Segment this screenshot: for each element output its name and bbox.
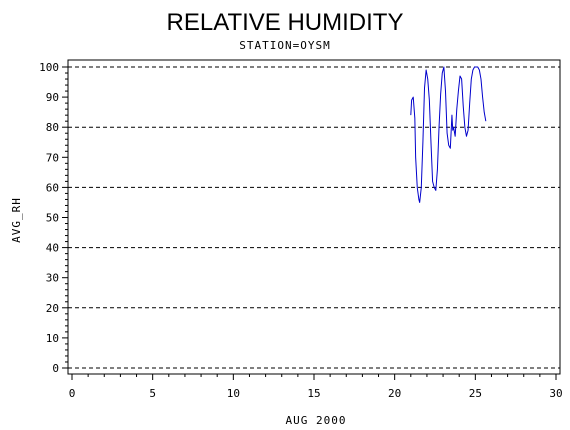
y-tick-label-70: 70 [46,151,59,164]
y-tick-label-20: 20 [46,302,59,315]
chart-title: RELATIVE HUMIDITY [167,9,404,36]
axis-ticks: 0 10 20 30 40 50 60 70 80 90 100 0 5 10 15 20 25 30 [39,61,563,400]
x-tick-label-20: 20 [388,387,401,400]
y-tick-label-0: 0 [52,362,59,375]
y-tick-label-80: 80 [46,121,59,134]
x-tick-label-0: 0 [69,387,76,400]
series-line-0 [410,66,487,203]
x-tick-label-15: 15 [307,387,320,400]
y-tick-label-60: 60 [46,181,59,194]
y-tick-label-40: 40 [46,242,59,255]
chart-subtitle: STATION=OYSM [239,39,330,52]
x-tick-label-30: 30 [549,387,562,400]
x-tick-label-5: 5 [149,387,156,400]
x-tick-label-25: 25 [469,387,482,400]
plot-frame [67,59,561,375]
y-tick-label-90: 90 [46,91,59,104]
y-tick-label-100: 100 [39,61,59,74]
grid-lines [68,66,560,369]
y-tick-label-10: 10 [46,332,59,345]
series-group [410,66,487,203]
x-tick-label-10: 10 [227,387,240,400]
y-tick-label-30: 30 [46,272,59,285]
y-axis-label: AVG_RH [10,197,23,243]
x-axis-label: AUG 2000 [286,414,347,427]
y-tick-label-50: 50 [46,212,59,225]
